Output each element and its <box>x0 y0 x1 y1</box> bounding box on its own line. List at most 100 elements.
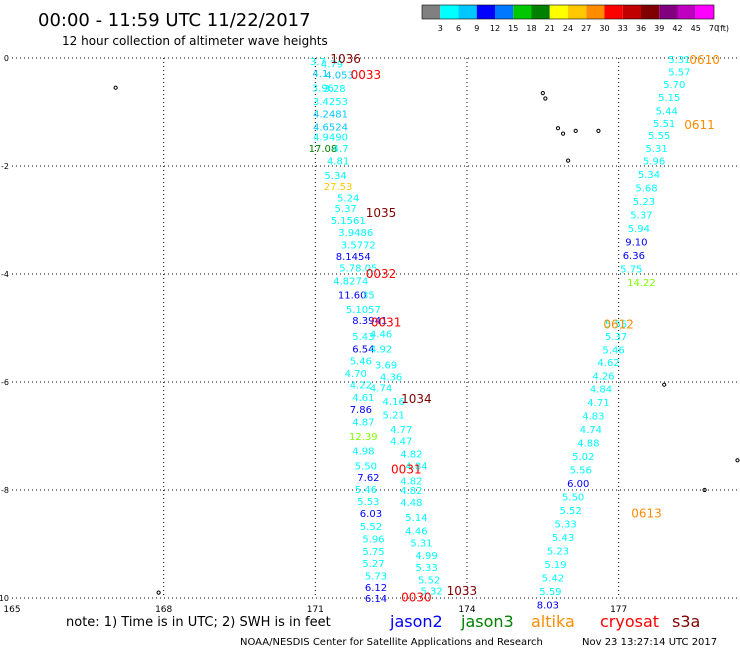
wave-height-reading: 4.87 <box>352 417 374 428</box>
wave-height-reading: 4.22 <box>350 381 372 392</box>
pass-time-label: 0032 <box>366 267 397 281</box>
color-swatch <box>695 5 714 19</box>
color-swatch <box>641 5 660 19</box>
island-marker <box>543 96 548 101</box>
color-scale-label: 42 <box>672 24 682 33</box>
color-swatch <box>604 5 623 19</box>
wave-height-reading: 5.73 <box>365 571 387 582</box>
color-swatch <box>531 5 550 19</box>
wave-height-reading: 8.1454 <box>336 252 371 263</box>
wave-height-reading: 5.02 <box>572 452 594 463</box>
island-marker <box>560 131 566 136</box>
wave-height-reading: 4.48 <box>400 498 422 509</box>
wave-height-reading: 27.53 <box>324 182 353 193</box>
wave-height-reading: 4.79 <box>321 59 343 70</box>
wave-height-reading: 5.34 <box>638 170 660 181</box>
wave-height-reading: 4.16 <box>383 397 405 408</box>
wave-height-reading: 4.83 <box>582 411 604 422</box>
pass-time-label: 1036 <box>330 52 361 66</box>
wave-height-reading: 6.03 <box>360 509 382 520</box>
wave-height-reading: 5.27 <box>362 559 384 570</box>
wave-height-reading: 5.50 <box>562 492 584 503</box>
color-scale-label: 70 <box>709 24 719 33</box>
legend-entry: jason2 <box>389 612 443 631</box>
color-scale-label: 15 <box>508 24 518 33</box>
wave-height-reading: 5.42 <box>542 573 564 584</box>
wave-height-reading: 4.2481 <box>313 110 348 121</box>
wave-height-reading: 4.46 <box>370 329 392 340</box>
latitude-label: -4 <box>1 270 9 279</box>
island-marker <box>566 158 571 163</box>
wave-height-reading: 4.26 <box>592 372 614 383</box>
wave-height-reading: 4.70 <box>345 369 367 380</box>
pass-time-label: 0610 <box>689 53 720 67</box>
wave-height-reading: 5.21 <box>383 410 405 421</box>
wave-height-reading: 4.8274 <box>333 276 368 287</box>
wave-height-reading: 4.88 <box>577 438 599 449</box>
wave-height-reading: 5.31 <box>645 144 667 155</box>
longitude-label: 165 <box>3 605 20 615</box>
wave-height-reading: 5.75 <box>362 547 384 558</box>
color-scale-label: 9 <box>474 24 479 33</box>
wave-height-reading: 4.71 <box>587 398 609 409</box>
color-scale-label: 30 <box>599 24 609 33</box>
longitude-label: 174 <box>458 605 475 615</box>
wave-height-reading: 5.24 <box>337 193 359 204</box>
wave-height-reading: 5.37 <box>605 332 627 343</box>
wave-height-reading: 3.96 <box>312 84 334 95</box>
map-title: 00:00 - 11:59 UTC 11/22/2017 <box>38 10 311 31</box>
wave-height-reading: 5.46 <box>602 346 624 357</box>
wave-height-reading: 5.52 <box>560 506 582 517</box>
color-swatch <box>586 5 605 19</box>
wave-height-reading: 4.6524 <box>313 123 348 134</box>
wave-height-reading: 4.47 <box>390 436 412 447</box>
wave-height-reading: 5.70 <box>663 80 685 91</box>
wave-height-reading: 7.62 <box>357 473 379 484</box>
color-scale-label: 36 <box>636 24 646 33</box>
pass-time-label: 1035 <box>366 206 397 220</box>
wave-height-reading: 5.14 <box>405 513 427 524</box>
wave-height-reading: 4.74 <box>370 383 392 394</box>
wave-height-reading: 3.7 <box>310 57 326 68</box>
island-layer <box>113 85 740 595</box>
color-swatch <box>440 5 459 19</box>
pass-time-label: 0033 <box>351 68 382 82</box>
latitude-label: 0 <box>4 54 9 63</box>
wave-height-reading: 35 <box>362 291 375 302</box>
wave-height-reading: 5.56 <box>570 465 592 476</box>
wave-height-reading: 5.94 <box>628 224 650 235</box>
time-label-layer: 1036 0033 1035 0032 0031 1034 0031 1033 0030 0610… <box>330 52 719 604</box>
latitude-label: -8 <box>1 486 9 495</box>
color-swatch <box>422 5 441 19</box>
wave-height-reading: 5.37 <box>335 204 357 215</box>
wave-height-reading: 5.55 <box>605 320 627 331</box>
color-swatch <box>622 5 641 19</box>
latitude-label: -10 <box>0 594 9 603</box>
wave-height-reading: 7.86 <box>350 405 372 416</box>
wave-height-reading: 4.98 <box>352 447 374 458</box>
wave-height-reading: 4.36 <box>380 373 402 384</box>
wave-height-reading: 4.81 <box>327 157 349 168</box>
note-text: note: 1) Time is in UTC; 2) SWH is in fe… <box>66 615 331 630</box>
island-marker <box>662 382 667 387</box>
wave-height-reading: 5.59 <box>539 587 561 598</box>
wave-height-reading: 5.15 <box>658 93 680 104</box>
wave-height-reading: 5.78.05 <box>339 264 377 275</box>
latitude-label: -6 <box>1 378 9 387</box>
wave-height-reading: 9.10 <box>625 238 647 249</box>
color-scale-label: 3 <box>438 24 443 33</box>
color-swatch <box>458 5 477 19</box>
legend-entry: s3a <box>672 612 700 631</box>
wave-height-reading: 3.5772 <box>341 240 376 251</box>
wave-height-reading: 4.77 <box>390 425 412 436</box>
color-swatch <box>568 5 587 19</box>
color-scale-label: 24 <box>563 24 573 33</box>
wave-height-reading: 5.51 <box>653 119 675 130</box>
wave-height-reading: 4.82 <box>400 449 422 460</box>
island-marker <box>540 91 545 96</box>
wave-height-reading: 5.1057 <box>346 305 381 316</box>
color-scale-label: 18 <box>526 24 536 33</box>
wave-height-reading: 4.82 <box>400 486 422 497</box>
color-scale-label: 12 <box>490 24 500 33</box>
